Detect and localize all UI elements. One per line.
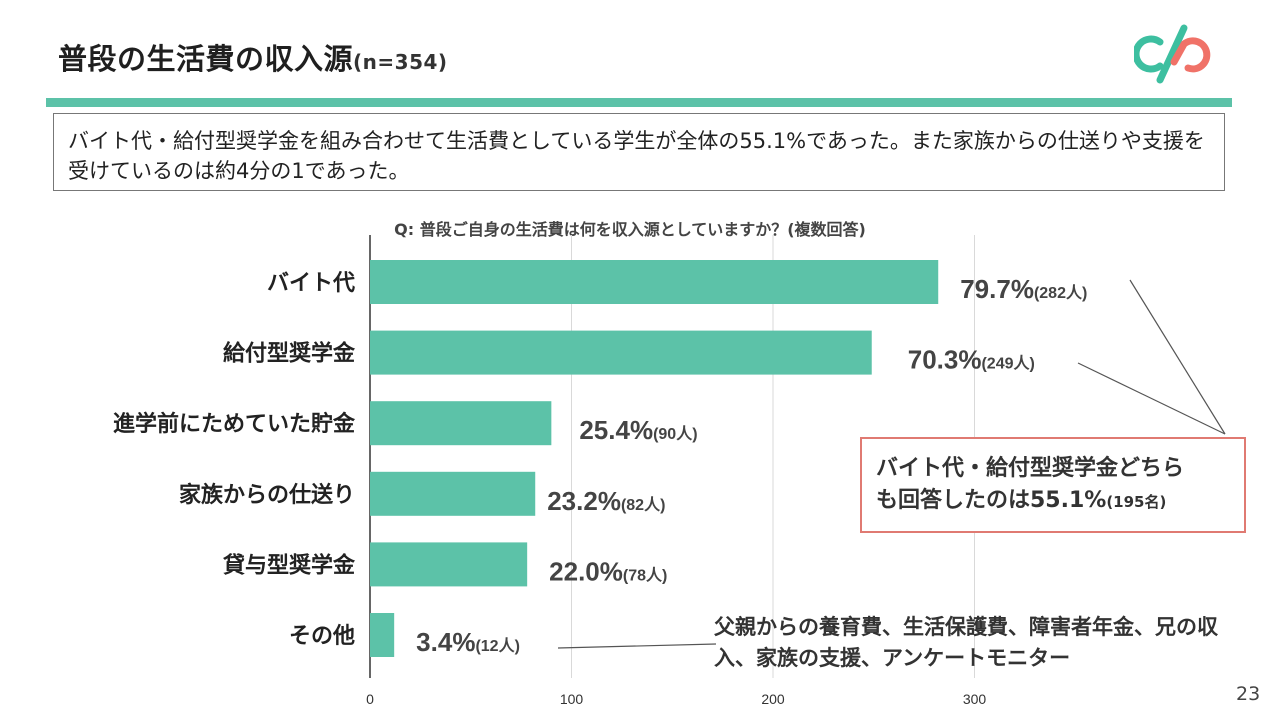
category-label: 進学前にためていた貯金 bbox=[113, 411, 356, 437]
brand-logo bbox=[1134, 24, 1211, 84]
category-label: 給付型奨学金 bbox=[223, 341, 356, 367]
chart-question: Q: 普段ご自身の生活費は何を収入源としていますか？(複数回答) bbox=[394, 220, 866, 239]
callout-connector bbox=[1129, 279, 1226, 435]
x-tick-label: 200 bbox=[761, 691, 785, 707]
title-main: 普段の生活費の収入源 bbox=[58, 42, 354, 76]
value-label: 3.4%(12人) bbox=[416, 627, 520, 657]
count-label: (78人) bbox=[623, 566, 667, 584]
count-label: (249人) bbox=[981, 355, 1034, 373]
percent-label: 3.4% bbox=[416, 627, 475, 657]
bar bbox=[370, 401, 552, 446]
bar bbox=[370, 330, 872, 375]
percent-label: 79.7% bbox=[960, 274, 1034, 304]
count-label: (282人) bbox=[1034, 284, 1087, 302]
other-note: 父親からの養育費、生活保護費、障害者年金、兄の収入、家族の支援、アンケートモニタ… bbox=[714, 615, 1218, 670]
bar bbox=[370, 613, 395, 657]
callout-box: バイト代・給付型奨学金どちら も回答したのは55.1%(195名) bbox=[860, 437, 1246, 533]
header-rule bbox=[46, 98, 1232, 107]
bar bbox=[370, 471, 536, 516]
value-label: 25.4%(90人) bbox=[579, 415, 697, 445]
value-label: 23.2%(82人) bbox=[547, 486, 665, 516]
count-label: (12人) bbox=[475, 637, 519, 655]
x-tick-label: 300 bbox=[963, 691, 987, 707]
bar bbox=[370, 542, 528, 587]
category-label: 貸与型奨学金 bbox=[222, 552, 356, 578]
category-label: バイト代 bbox=[267, 271, 355, 296]
note-connector bbox=[557, 643, 717, 649]
percent-label: 70.3% bbox=[908, 345, 982, 375]
category-label: 家族からの仕送り bbox=[179, 482, 355, 508]
callout-line2-main: も回答したのは55.1% bbox=[876, 488, 1107, 513]
x-tick-label: 100 bbox=[560, 691, 584, 707]
percent-label: 25.4% bbox=[579, 415, 653, 445]
callout-line2: も回答したのは55.1%(195名) bbox=[876, 485, 1244, 518]
value-label: 70.3%(249人) bbox=[908, 345, 1035, 375]
percent-label: 22.0% bbox=[549, 556, 623, 586]
slide-title: 普段の生活費の収入源(n=354) bbox=[58, 36, 448, 78]
count-label: (82人) bbox=[621, 496, 665, 514]
callout-line2-count: (195名) bbox=[1106, 493, 1167, 511]
x-tick-label: 0 bbox=[366, 691, 374, 707]
callout-connector bbox=[1077, 362, 1226, 435]
category-label: その他 bbox=[289, 624, 355, 649]
count-label: (90人) bbox=[653, 425, 697, 443]
value-label: 22.0%(78人) bbox=[549, 556, 667, 586]
callout-line1: バイト代・給付型奨学金どちら bbox=[876, 456, 1185, 481]
value-label: 79.7%(282人) bbox=[960, 274, 1087, 304]
bar bbox=[370, 260, 939, 304]
percent-label: 23.2% bbox=[547, 486, 621, 516]
page-number: 23 bbox=[1236, 683, 1261, 705]
summary-box: バイト代・給付型奨学金を組み合わせて生活費としている学生が全体の55.1%であっ… bbox=[53, 113, 1225, 191]
sample-size: (n=354) bbox=[353, 50, 448, 74]
